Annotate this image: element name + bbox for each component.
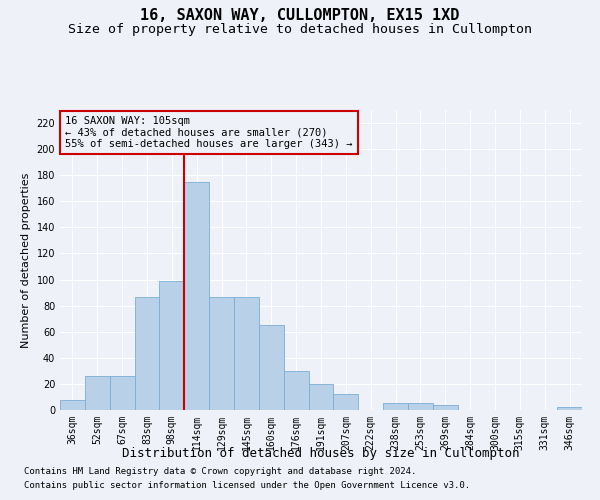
Bar: [334, 394, 358, 410]
Bar: [110, 376, 134, 410]
Bar: [408, 404, 433, 410]
Bar: [557, 408, 582, 410]
Text: Contains HM Land Registry data © Crown copyright and database right 2024.: Contains HM Land Registry data © Crown c…: [24, 467, 416, 476]
Bar: [308, 384, 334, 410]
Bar: [134, 296, 160, 410]
Text: 16 SAXON WAY: 105sqm
← 43% of detached houses are smaller (270)
55% of semi-deta: 16 SAXON WAY: 105sqm ← 43% of detached h…: [65, 116, 353, 149]
Bar: [234, 296, 259, 410]
Text: Contains public sector information licensed under the Open Government Licence v3: Contains public sector information licen…: [24, 481, 470, 490]
Bar: [259, 325, 284, 410]
Text: 16, SAXON WAY, CULLOMPTON, EX15 1XD: 16, SAXON WAY, CULLOMPTON, EX15 1XD: [140, 8, 460, 22]
Text: Distribution of detached houses by size in Cullompton: Distribution of detached houses by size …: [122, 448, 520, 460]
Bar: [85, 376, 110, 410]
Bar: [383, 404, 408, 410]
Bar: [433, 405, 458, 410]
Bar: [209, 296, 234, 410]
Y-axis label: Number of detached properties: Number of detached properties: [21, 172, 31, 348]
Text: Size of property relative to detached houses in Cullompton: Size of property relative to detached ho…: [68, 22, 532, 36]
Bar: [184, 182, 209, 410]
Bar: [60, 400, 85, 410]
Bar: [284, 371, 308, 410]
Bar: [160, 281, 184, 410]
